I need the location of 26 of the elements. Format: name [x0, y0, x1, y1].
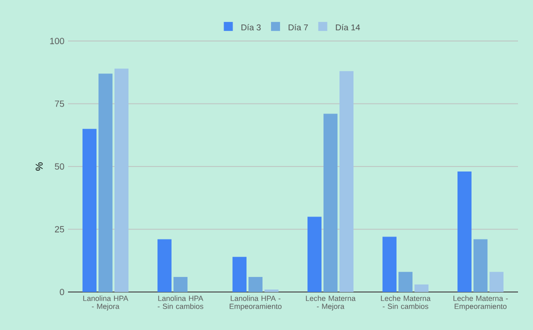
bar — [158, 239, 172, 292]
legend-label: Día 3 — [241, 24, 261, 30]
bar — [398, 272, 412, 292]
y-tick-label: 75 — [54, 100, 64, 107]
bar — [414, 284, 428, 292]
bar — [474, 239, 488, 292]
bar — [98, 74, 112, 292]
bar — [82, 128, 97, 292]
legend-label: Día 7 — [288, 24, 308, 30]
bar — [339, 71, 354, 292]
y-axis-title: % — [36, 162, 43, 171]
bar — [114, 68, 128, 292]
y-tick-label: 100 — [50, 38, 64, 44]
legend-label: Día 14 — [336, 24, 360, 30]
y-tick-label: 25 — [54, 226, 64, 232]
bar — [458, 172, 472, 292]
bar — [489, 272, 504, 292]
bar — [382, 236, 397, 292]
y-tick-label: 0 — [60, 288, 64, 296]
bar — [248, 276, 262, 292]
bar — [324, 114, 338, 292]
bar — [232, 256, 247, 292]
y-tick-label: 50 — [54, 163, 64, 170]
bar — [174, 276, 188, 292]
bar — [308, 216, 322, 292]
bar — [264, 289, 278, 292]
